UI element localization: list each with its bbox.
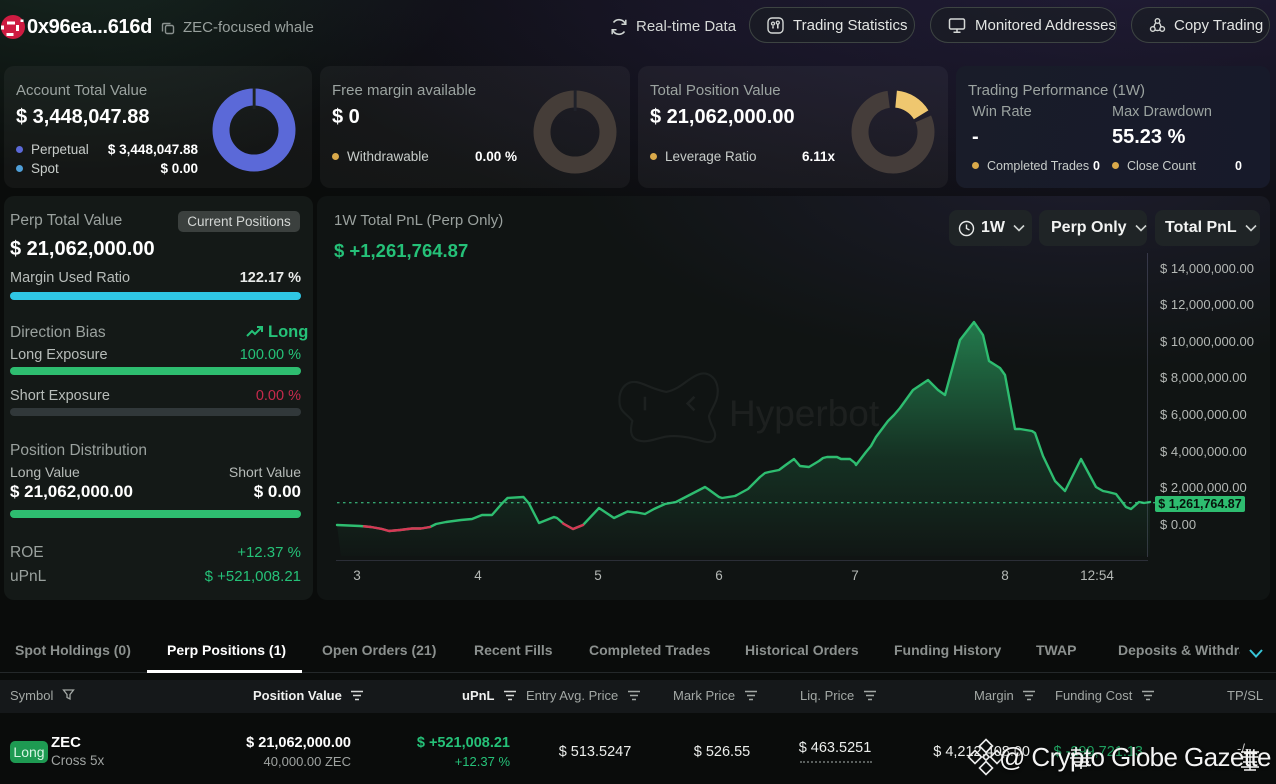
svg-text:Hyperbot: Hyperbot [729,393,880,434]
